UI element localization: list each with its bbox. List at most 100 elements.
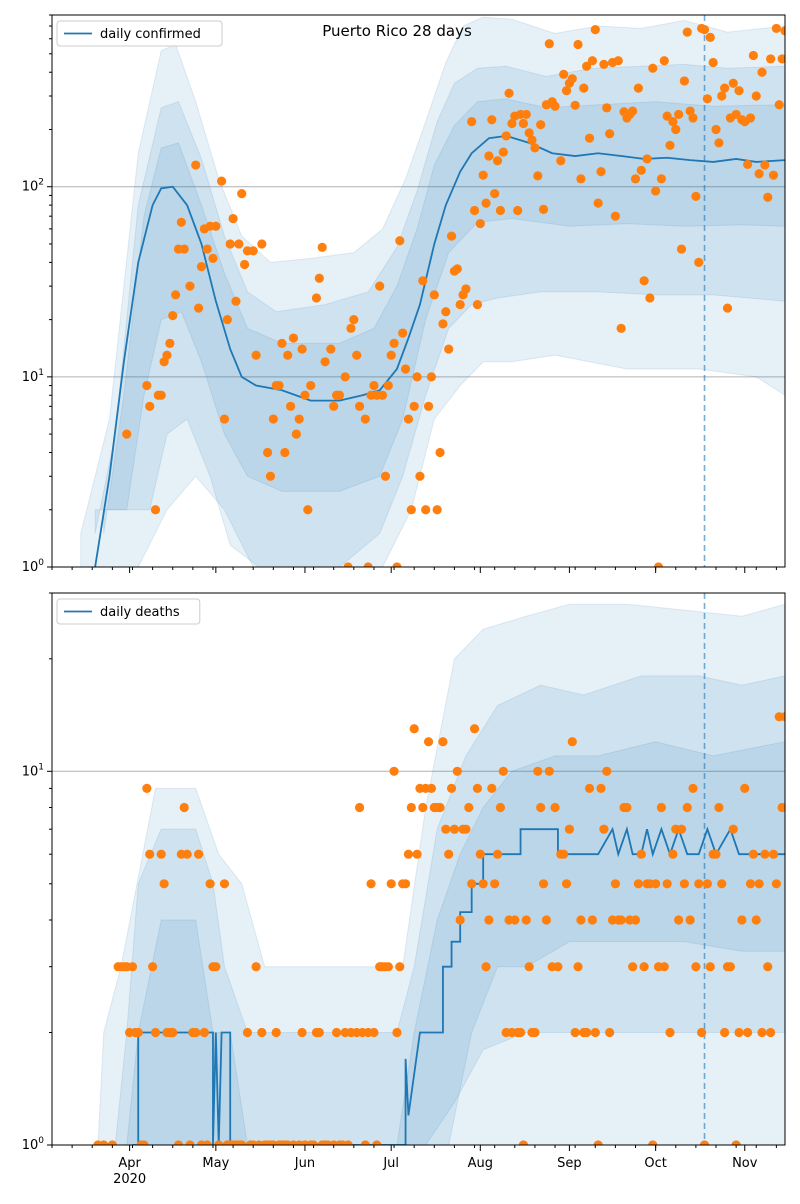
observed-point <box>694 257 704 267</box>
observed-point <box>271 1027 281 1038</box>
observed-point <box>283 350 293 360</box>
observed-point <box>297 1027 307 1038</box>
observed-point <box>142 380 152 391</box>
observed-point <box>694 879 704 889</box>
observed-point <box>628 962 638 972</box>
observed-point <box>432 505 442 515</box>
observed-point <box>728 824 738 834</box>
observed-point <box>771 23 781 34</box>
observed-point <box>533 171 543 181</box>
observed-point <box>576 915 586 925</box>
observed-point <box>691 962 701 972</box>
observed-point <box>579 83 589 93</box>
observed-point <box>329 401 339 411</box>
observed-point <box>702 94 712 104</box>
observed-point <box>107 1140 117 1145</box>
observed-point <box>418 276 428 286</box>
observed-point <box>441 307 451 317</box>
observed-point <box>472 299 483 310</box>
observed-point <box>257 1027 267 1038</box>
observed-point <box>564 824 575 834</box>
observed-point <box>768 170 779 180</box>
observed-point <box>668 117 678 127</box>
observed-point <box>211 962 221 972</box>
observed-point <box>492 849 503 859</box>
observed-point <box>343 562 353 567</box>
observed-point <box>438 737 448 747</box>
observed-point <box>674 915 684 925</box>
observed-point <box>237 1140 247 1145</box>
observed-point <box>377 390 388 400</box>
observed-point <box>674 109 684 120</box>
observed-point <box>521 915 531 925</box>
observed-point <box>446 231 457 241</box>
observed-point <box>452 766 462 776</box>
observed-point <box>426 783 437 793</box>
observed-point <box>403 414 414 424</box>
observed-point <box>714 138 724 148</box>
observed-point <box>567 737 577 747</box>
observed-point <box>570 1027 580 1038</box>
observed-point <box>418 802 428 813</box>
observed-point <box>452 264 462 274</box>
observed-points <box>93 712 785 1145</box>
observed-point <box>179 244 189 254</box>
observed-point <box>354 802 365 813</box>
observed-point <box>679 76 689 86</box>
observed-point <box>251 350 261 360</box>
x-axis: Apr May Jun Jul Aug Sep Oct Nov 2020 <box>51 1145 777 1187</box>
observed-point <box>751 91 761 101</box>
x-tick-label: Oct <box>644 1156 666 1171</box>
observed-point <box>668 849 678 859</box>
observed-point <box>780 26 785 36</box>
observed-point <box>317 242 327 252</box>
observed-point <box>127 962 138 972</box>
legend: daily confirmed <box>56 20 223 47</box>
observed-point <box>173 1140 184 1145</box>
observed-point <box>469 205 480 216</box>
observed-point <box>199 1027 209 1038</box>
observed-point <box>400 879 411 889</box>
observed-point <box>150 1027 161 1038</box>
observed-point <box>314 1027 324 1038</box>
observed-point <box>659 56 669 66</box>
observed-point <box>711 849 721 859</box>
observed-point <box>429 290 439 300</box>
observed-point <box>722 303 733 313</box>
observed-point <box>492 156 503 166</box>
observed-point <box>363 562 373 567</box>
observed-point <box>326 344 336 354</box>
observed-point <box>495 205 506 216</box>
y-tick-label: 100 <box>22 1136 45 1153</box>
observed-point <box>490 879 500 889</box>
observed-point <box>395 236 405 246</box>
x-year-label: 2020 <box>113 1172 146 1187</box>
observed-point <box>561 879 572 889</box>
observed-point <box>159 879 169 889</box>
observed-point <box>142 783 152 793</box>
observed-point <box>648 63 658 73</box>
figure-title: Puerto Rico 28 days <box>322 22 472 40</box>
observed-point <box>150 505 161 515</box>
observed-point <box>651 186 661 196</box>
observed-point <box>392 1027 402 1038</box>
observed-point <box>662 111 672 121</box>
observed-point <box>734 1027 744 1038</box>
observed-point <box>369 1027 379 1038</box>
y-tick-label: 101 <box>22 368 44 385</box>
observed-point <box>651 879 661 889</box>
observed-point <box>602 766 612 776</box>
observed-point <box>766 1027 776 1038</box>
observed-point <box>662 879 672 889</box>
observed-point <box>671 124 681 135</box>
observed-point <box>743 1027 753 1038</box>
band-inner <box>103 98 785 534</box>
observed-point <box>728 78 738 88</box>
observed-point <box>633 83 644 93</box>
observed-point <box>515 1027 526 1038</box>
observed-point <box>682 27 692 37</box>
observed-point <box>538 879 549 889</box>
observed-point <box>582 1027 592 1038</box>
observed-point <box>754 879 764 889</box>
